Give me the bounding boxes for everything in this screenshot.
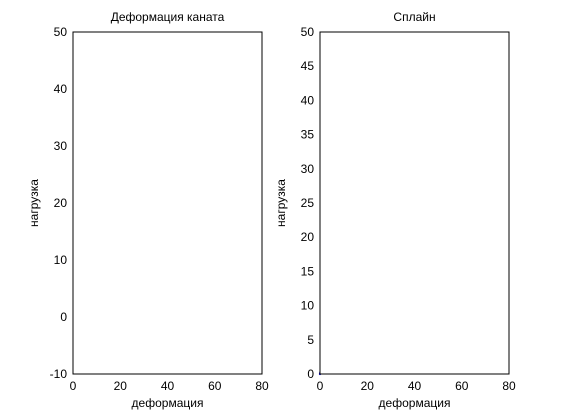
x-tick-label: 40 <box>161 379 175 393</box>
x-tick-label: 0 <box>317 379 324 393</box>
y-tick-label: 20 <box>301 230 315 244</box>
y-tick-label: 45 <box>301 59 315 73</box>
axes-frame <box>319 31 510 375</box>
y-tick-label: 15 <box>301 264 315 278</box>
y-tick-label: 10 <box>54 253 68 267</box>
y-tick-label: 40 <box>54 82 68 96</box>
y-tick-label: 20 <box>54 196 68 210</box>
x-tick-label: 60 <box>208 379 222 393</box>
y-tick-label: -10 <box>50 367 68 381</box>
y-tick-label: 30 <box>54 139 68 153</box>
x-tick-label: 20 <box>361 379 375 393</box>
x-axis-label: деформация <box>132 396 204 410</box>
x-axis-label: деформация <box>379 396 451 410</box>
chart-title: Сплайн <box>393 10 435 24</box>
x-tick-label: 20 <box>114 379 128 393</box>
x-tick-label: 60 <box>455 379 469 393</box>
y-tick-label: 40 <box>301 93 315 107</box>
chart-panel-2: 0 20 40 60 80 0 5 10 15 20 25 30 35 40 45 50 Сплайн дефор… <box>274 10 516 410</box>
y-tick-label: 0 <box>307 367 314 381</box>
axes-frame <box>72 31 263 375</box>
y-tick-label: 10 <box>301 299 315 313</box>
x-tick-label: 0 <box>70 379 77 393</box>
y-tick-label: 5 <box>307 333 314 347</box>
y-tick-label: 50 <box>54 25 68 39</box>
x-tick-label: 80 <box>255 379 269 393</box>
y-axis-label: нагрузка <box>27 179 41 227</box>
y-tick-label: 25 <box>301 196 315 210</box>
chart-title: Деформация каната <box>111 10 225 24</box>
y-axis-label: нагрузка <box>274 179 288 227</box>
y-tick-label: 30 <box>301 162 315 176</box>
x-tick-label: 80 <box>502 379 516 393</box>
y-tick-label: 35 <box>301 128 315 142</box>
y-tick-label: 50 <box>301 25 315 39</box>
y-tick-label: 0 <box>60 310 67 324</box>
x-tick-label: 40 <box>408 379 422 393</box>
